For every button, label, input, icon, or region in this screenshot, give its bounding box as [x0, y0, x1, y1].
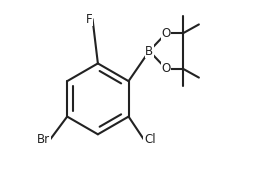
Text: F: F [86, 13, 93, 26]
Text: B: B [145, 44, 153, 58]
Text: Cl: Cl [144, 133, 156, 146]
Text: O: O [162, 27, 171, 40]
Text: O: O [162, 62, 171, 75]
Text: Br: Br [37, 133, 50, 146]
